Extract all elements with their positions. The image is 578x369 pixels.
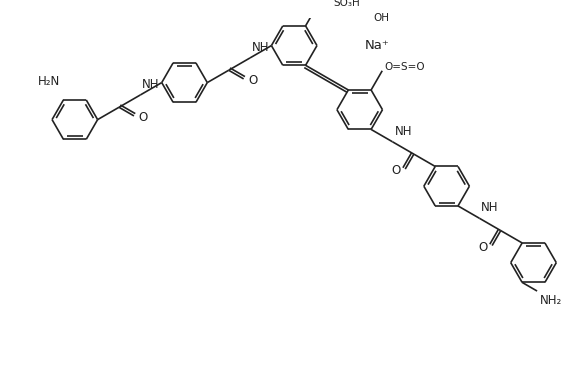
Text: O: O [391, 165, 401, 177]
Text: Na⁺: Na⁺ [364, 39, 389, 52]
Text: NH: NH [394, 125, 412, 138]
Text: O: O [478, 241, 487, 254]
Text: H₂N: H₂N [38, 75, 61, 87]
Text: SO₃H: SO₃H [334, 0, 361, 8]
Text: O: O [249, 74, 258, 87]
Text: NH: NH [142, 78, 160, 91]
Text: O=S=O: O=S=O [384, 62, 425, 72]
Text: NH: NH [481, 201, 499, 214]
Text: OH: OH [373, 13, 390, 23]
Text: NH₂: NH₂ [540, 294, 562, 307]
Text: O: O [139, 111, 148, 124]
Text: NH: NH [252, 41, 269, 54]
